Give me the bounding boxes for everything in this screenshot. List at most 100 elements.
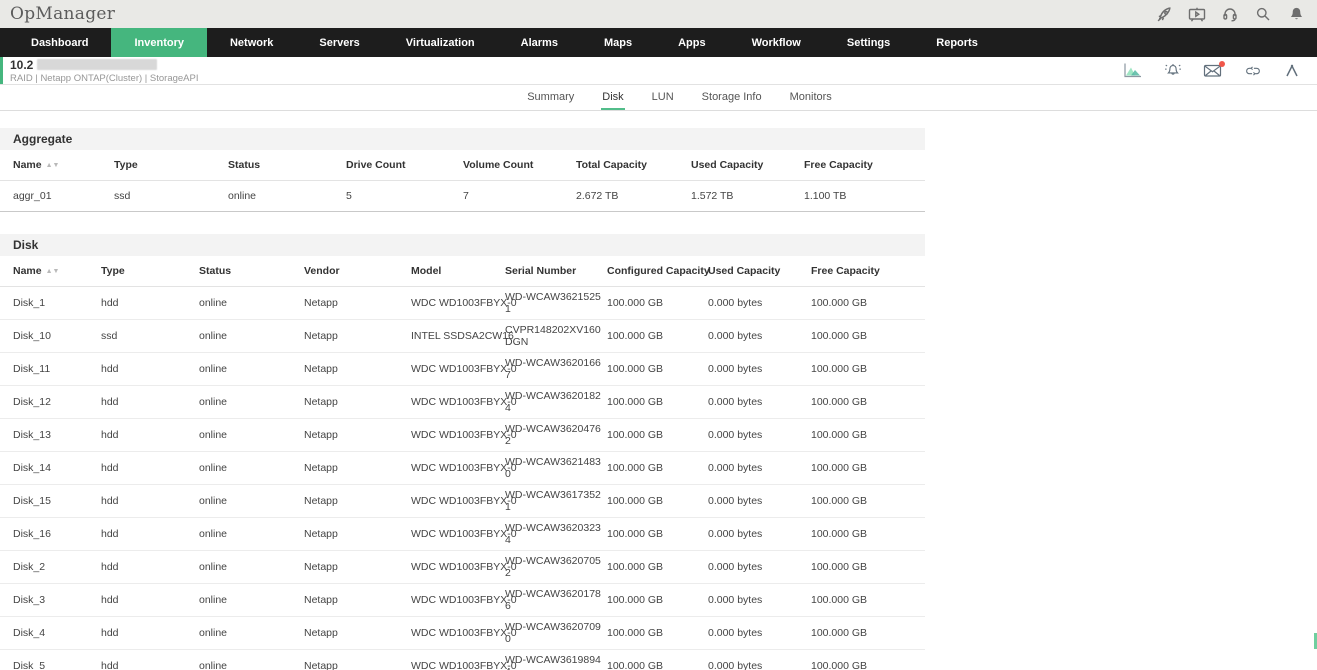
device-header: 10.2 RAID | Netapp ONTAP(Cluster) | Stor… (0, 57, 1317, 85)
notification-dot (1219, 60, 1225, 67)
disk-row[interactable]: Disk_5 hdd online Netapp WDC WD1003FBYX-0 WD-… (0, 649, 925, 670)
nav-item-virtualization[interactable]: Virtualization (405, 36, 475, 49)
subtab-lun[interactable]: LUN (651, 91, 674, 103)
column-header-used-capacity[interactable]: Used Capacity (708, 256, 811, 287)
subtab-storage-info[interactable]: Storage Info (701, 91, 762, 103)
headset-icon[interactable] (1221, 5, 1239, 23)
cell: 5 (346, 180, 463, 212)
column-header-type[interactable]: Type (101, 256, 199, 287)
subtab-disk[interactable]: Disk (601, 86, 625, 110)
column-header-status[interactable]: Status (199, 256, 304, 287)
cell: 0.000 bytes (708, 319, 811, 353)
cell: 0.000 bytes (708, 517, 811, 551)
search-icon[interactable] (1254, 5, 1272, 23)
nav-item-servers[interactable]: Servers (319, 36, 360, 49)
column-header-type[interactable]: Type (114, 150, 228, 181)
pulse-icon[interactable] (1283, 62, 1303, 80)
cell: Netapp (304, 583, 411, 617)
device-info: 10.2 RAID | Netapp ONTAP(Cluster) | Stor… (0, 57, 199, 84)
link-icon[interactable] (1243, 62, 1263, 80)
nav-item-inventory[interactable]: Inventory (111, 28, 207, 57)
column-header-configured-capacity[interactable]: Configured Capacity (607, 256, 710, 287)
cell: hdd (101, 583, 199, 617)
disk-row[interactable]: Disk_4 hdd online Netapp WDC WD1003FBYX-0 WD-… (0, 616, 925, 650)
column-header-free-capacity[interactable]: Free Capacity (811, 256, 925, 287)
cell: WD-WCAW36207090 (505, 616, 607, 650)
cell: 2.672 TB (576, 180, 691, 212)
alarm-bell-icon[interactable] (1163, 62, 1183, 80)
cell: Disk_1 (0, 286, 101, 320)
nav-item-alarms[interactable]: Alarms (520, 36, 558, 49)
cell: 100.000 GB (811, 616, 925, 650)
cell: 100.000 GB (811, 451, 925, 485)
disk-row[interactable]: Disk_14 hdd online Netapp WDC WD1003FBYX-0 WD… (0, 451, 925, 485)
disk-row[interactable]: Disk_12 hdd online Netapp WDC WD1003FBYX-0 WD… (0, 385, 925, 419)
nav-item-reports[interactable]: Reports (936, 36, 978, 49)
column-header-model[interactable]: Model (411, 256, 505, 287)
cell: 100.000 GB (607, 484, 708, 518)
nav-item-settings[interactable]: Settings (846, 36, 891, 49)
aggregate-row[interactable]: aggr_01 ssd online 5 7 2.672 TB 1.572 TB 1.100 … (0, 180, 925, 212)
disk-row[interactable]: Disk_2 hdd online Netapp WDC WD1003FBYX-0 WD-… (0, 550, 925, 584)
mail-icon[interactable] (1203, 60, 1225, 80)
disk-row[interactable]: Disk_15 hdd online Netapp WDC WD1003FBYX-0 WD… (0, 484, 925, 518)
disk-row[interactable]: Disk_1 hdd online Netapp WDC WD1003FBYX-0 WD-… (0, 286, 925, 320)
cell: hdd (101, 418, 199, 452)
cell: 100.000 GB (607, 616, 708, 650)
disk-row[interactable]: Disk_11 hdd online Netapp WDC WD1003FBYX-0 WD… (0, 352, 925, 386)
sort-icon[interactable]: ▲▼ (45, 162, 60, 169)
cell: Disk_5 (0, 649, 101, 670)
nav-item-maps[interactable]: Maps (603, 36, 633, 49)
cell: Netapp (304, 418, 411, 452)
cell: 100.000 GB (607, 517, 708, 551)
nav-item-apps[interactable]: Apps (678, 36, 706, 49)
cell: 7 (463, 180, 576, 212)
subtab-summary[interactable]: Summary (527, 91, 575, 103)
cell: ssd (101, 319, 199, 353)
cell: Disk_11 (0, 352, 101, 386)
table-header-row: Name ▲▼ Type Status Vendor Model Serial Number… (0, 256, 925, 287)
cell: aggr_01 (0, 180, 114, 212)
cell: hdd (101, 451, 199, 485)
rocket-icon[interactable] (1155, 5, 1173, 23)
bell-icon[interactable] (1287, 5, 1305, 23)
disk-row[interactable]: Disk_10 ssd online Netapp INTEL SSDSA2CW16 CV… (0, 319, 925, 353)
subtab-monitors[interactable]: Monitors (789, 91, 832, 103)
cell: WDC WD1003FBYX-0 (411, 352, 517, 386)
area-chart-icon[interactable] (1123, 62, 1143, 80)
cell: WD-WCAW36203234 (505, 517, 607, 551)
scroll-indicator[interactable] (1314, 633, 1317, 649)
nav-item-workflow[interactable]: Workflow (751, 36, 801, 49)
disk-row[interactable]: Disk_13 hdd online Netapp WDC WD1003FBYX-0 WD… (0, 418, 925, 452)
nav-item-dashboard[interactable]: Dashboard (31, 36, 89, 49)
cell: WD-WCAW36204762 (505, 418, 607, 452)
presentation-icon[interactable] (1188, 5, 1206, 23)
column-header-used-capacity[interactable]: Used Capacity (691, 150, 804, 181)
column-header-vendor[interactable]: Vendor (304, 256, 411, 287)
cell: 100.000 GB (607, 385, 708, 419)
column-header-serial-number[interactable]: Serial Number (505, 256, 607, 287)
disk-row[interactable]: Disk_16 hdd online Netapp WDC WD1003FBYX-0 WD… (0, 517, 925, 551)
nav-item-network[interactable]: Network (229, 36, 274, 49)
cell: INTEL SSDSA2CW16 (411, 319, 514, 353)
column-header-name[interactable]: Name ▲▼ (0, 256, 101, 287)
cell: Netapp (304, 451, 411, 485)
cell: Disk_14 (0, 451, 101, 485)
cell: Netapp (304, 616, 411, 650)
column-header-drive-count[interactable]: Drive Count (346, 150, 463, 181)
column-header-status[interactable]: Status (228, 150, 346, 181)
sort-icon[interactable]: ▲▼ (45, 268, 60, 275)
cell: Disk_12 (0, 385, 101, 419)
cell: 100.000 GB (811, 352, 925, 386)
cell: WD-WCAW36207052 (505, 550, 607, 584)
column-header-volume-count[interactable]: Volume Count (463, 150, 576, 181)
disk-row[interactable]: Disk_3 hdd online Netapp WDC WD1003FBYX-0 WD-… (0, 583, 925, 617)
column-header-total-capacity[interactable]: Total Capacity (576, 150, 691, 181)
redacted-ip (37, 59, 158, 70)
cell: 0.000 bytes (708, 352, 811, 386)
column-header-name[interactable]: Name ▲▼ (0, 150, 114, 181)
disk-table: Name ▲▼ Type Status Vendor Model Serial Number… (0, 256, 925, 670)
column-header-free-capacity[interactable]: Free Capacity (804, 150, 925, 181)
cell: Netapp (304, 517, 411, 551)
cell: 0.000 bytes (708, 385, 811, 419)
